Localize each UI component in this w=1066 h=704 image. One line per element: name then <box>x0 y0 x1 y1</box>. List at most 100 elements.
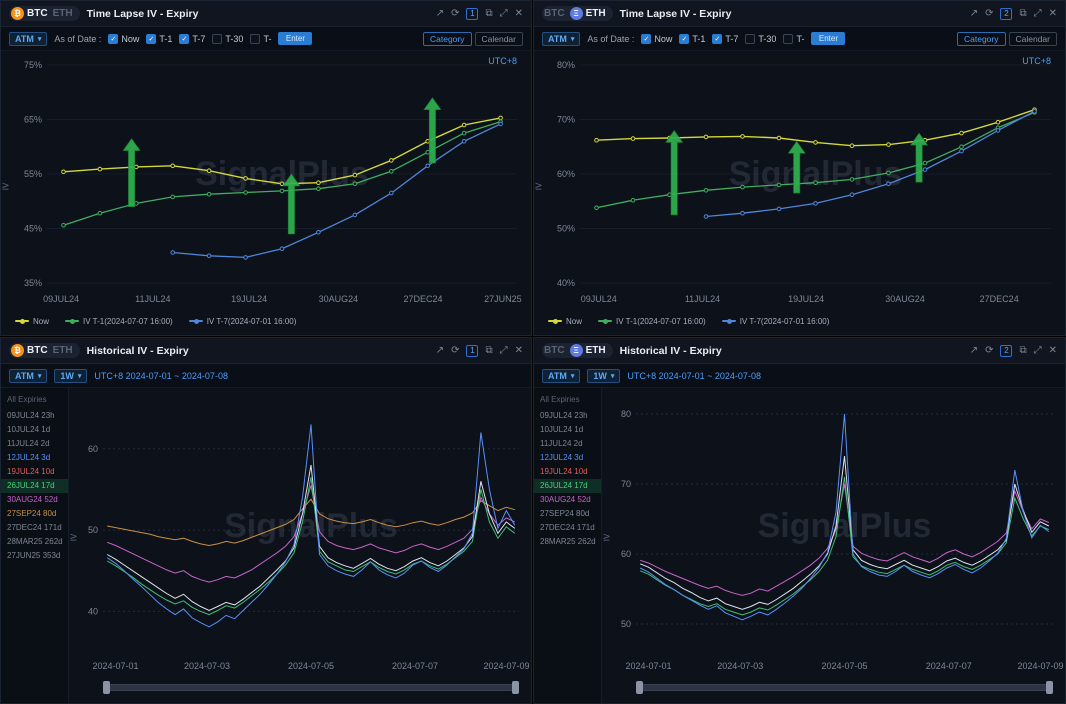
coin-tab-btc[interactable]: ₿ BTC <box>11 344 48 357</box>
asof-t7-checkbox[interactable]: ✓ T-7 <box>179 33 205 44</box>
expiry-item[interactable]: 30AUG24 52d <box>540 495 591 504</box>
asof-t30-checkbox[interactable]: T-30 <box>212 33 243 44</box>
copy-icon[interactable]: ⧉ <box>1019 344 1027 356</box>
expiry-item[interactable]: 10JUL24 1d <box>7 425 51 434</box>
calendar-button[interactable]: Calendar <box>1008 31 1057 46</box>
layout-count-badge[interactable]: 2 <box>1000 344 1013 357</box>
layout-count-badge[interactable]: 1 <box>466 7 479 20</box>
open-external-icon[interactable]: ↗ <box>435 7 445 19</box>
close-icon[interactable]: ✕ <box>514 344 523 356</box>
asof-t1-checkbox[interactable]: ✓ T-1 <box>146 33 172 44</box>
expiry-item[interactable]: 11JUL24 2d <box>540 439 583 448</box>
expiry-item[interactable]: 11JUL24 2d <box>7 439 50 448</box>
atm-dropdown[interactable]: ATM ▾ <box>9 31 48 46</box>
t-custom-input[interactable] <box>811 32 846 45</box>
coin-tab-btc[interactable]: ₿ BTC <box>11 7 48 20</box>
expiry-item[interactable]: 28MAR25 262d <box>540 537 596 546</box>
asof-tcustom-checkbox[interactable]: T- <box>783 33 804 44</box>
legend-item-t7[interactable]: IV T-7(2024-07-01 16:00) <box>721 317 829 326</box>
legend-item-t1[interactable]: IV T-1(2024-07-07 16:00) <box>598 317 706 326</box>
legend-item-now[interactable]: Now <box>15 317 49 326</box>
svg-text:2024-07-09: 2024-07-09 <box>1017 661 1063 671</box>
expiry-item[interactable]: 19JUL24 10d <box>540 467 588 476</box>
timeframe-dropdown[interactable]: 1W ▾ <box>587 368 621 383</box>
slider-track[interactable] <box>108 683 514 691</box>
legend-item-t1[interactable]: IV T-1(2024-07-07 16:00) <box>65 317 173 326</box>
asof-tcustom-checkbox[interactable]: T- <box>250 33 271 44</box>
coin-tab-eth[interactable]: Ξ ETH <box>569 7 606 20</box>
coin-label: ETH <box>585 8 606 19</box>
calendar-button[interactable]: Calendar <box>474 31 523 46</box>
category-button[interactable]: Category <box>423 31 472 46</box>
coin-tab-btc[interactable]: BTC <box>544 8 565 19</box>
slider-handle-right[interactable] <box>512 680 519 694</box>
refresh-icon[interactable]: ⟳ <box>451 7 460 19</box>
layout-count-badge[interactable]: 1 <box>466 344 479 357</box>
time-range-slider[interactable] <box>636 679 1053 695</box>
utc-label[interactable]: UTC+8 <box>1022 56 1051 66</box>
close-icon[interactable]: ✕ <box>514 7 523 19</box>
utc-label[interactable]: UTC+8 <box>488 56 517 66</box>
legend-item-t7[interactable]: IV T-7(2024-07-01 16:00) <box>188 317 296 326</box>
asof-t7-checkbox[interactable]: ✓ T-7 <box>712 33 738 44</box>
expand-icon[interactable]: ⤢ <box>499 344 508 356</box>
slider-handle-left[interactable] <box>636 680 643 694</box>
coin-tab-eth[interactable]: Ξ ETH <box>569 344 606 357</box>
slider-handle-right[interactable] <box>1046 680 1053 694</box>
expiry-item[interactable]: 19JUL24 10d <box>7 467 55 476</box>
expiry-item[interactable]: 09JUL24 23h <box>540 411 588 420</box>
copy-icon[interactable]: ⧉ <box>485 344 493 356</box>
coin-tab-eth[interactable]: ETH <box>53 345 73 356</box>
category-button[interactable]: Category <box>957 31 1006 46</box>
coin-label: BTC <box>544 345 565 356</box>
view-segmented-control: Category Calendar <box>957 31 1057 46</box>
expand-icon[interactable]: ⤢ <box>1033 7 1042 19</box>
expand-icon[interactable]: ⤢ <box>499 7 508 19</box>
copy-icon[interactable]: ⧉ <box>1019 7 1027 19</box>
expiry-item[interactable]: 26JUL24 17d <box>534 479 601 493</box>
atm-dropdown[interactable]: ATM ▾ <box>542 368 581 383</box>
expand-icon[interactable]: ⤢ <box>1033 344 1042 356</box>
expiry-item[interactable]: 09JUL24 23h <box>7 411 55 420</box>
expiry-item[interactable]: 12JUL24 3d <box>7 453 51 462</box>
slider-track[interactable] <box>641 683 1048 691</box>
close-icon[interactable]: ✕ <box>1048 344 1057 356</box>
coin-tab-btc[interactable]: BTC <box>544 345 565 356</box>
checkbox-icon <box>212 33 223 44</box>
svg-text:27DEC24: 27DEC24 <box>980 294 1019 304</box>
coin-tab-eth[interactable]: ETH <box>53 8 73 19</box>
expiry-item[interactable]: 28MAR25 262d <box>7 537 63 546</box>
refresh-icon[interactable]: ⟳ <box>985 7 994 19</box>
atm-dropdown[interactable]: ATM ▾ <box>542 31 581 46</box>
legend-label: IV T-1(2024-07-07 16:00) <box>616 316 706 326</box>
layout-count-badge[interactable]: 2 <box>1000 7 1013 20</box>
asof-t30-checkbox[interactable]: T-30 <box>745 33 776 44</box>
copy-icon[interactable]: ⧉ <box>485 7 493 19</box>
asof-now-checkbox[interactable]: ✓ Now <box>641 33 672 44</box>
t-custom-input[interactable] <box>278 32 313 45</box>
asof-t1-checkbox[interactable]: ✓ T-1 <box>679 33 705 44</box>
expiry-item[interactable]: 30AUG24 52d <box>7 495 58 504</box>
refresh-icon[interactable]: ⟳ <box>985 344 994 356</box>
refresh-icon[interactable]: ⟳ <box>451 344 460 356</box>
coin-label: BTC <box>27 345 48 356</box>
expiry-item[interactable]: 10JUL24 1d <box>540 425 584 434</box>
expiry-item[interactable]: 26JUL24 17d <box>1 479 68 493</box>
open-external-icon[interactable]: ↗ <box>969 7 979 19</box>
slider-handle-left[interactable] <box>103 680 110 694</box>
expiry-item[interactable]: 12JUL24 3d <box>540 453 584 462</box>
timeframe-dropdown[interactable]: 1W ▾ <box>54 368 88 383</box>
expiry-item[interactable]: 27JUN25 353d <box>7 551 61 560</box>
legend-item-now[interactable]: Now <box>548 317 582 326</box>
atm-label: ATM <box>15 33 34 44</box>
expiry-item[interactable]: 27SEP24 80d <box>7 509 57 518</box>
time-range-slider[interactable] <box>103 679 519 695</box>
open-external-icon[interactable]: ↗ <box>435 344 445 356</box>
expiry-item[interactable]: 27DEC24 171d <box>7 523 62 532</box>
open-external-icon[interactable]: ↗ <box>969 344 979 356</box>
atm-dropdown[interactable]: ATM ▾ <box>9 368 48 383</box>
expiry-item[interactable]: 27DEC24 171d <box>540 523 595 532</box>
expiry-item[interactable]: 27SEP24 80d <box>540 509 590 518</box>
asof-now-checkbox[interactable]: ✓ Now <box>108 33 139 44</box>
close-icon[interactable]: ✕ <box>1048 7 1057 19</box>
